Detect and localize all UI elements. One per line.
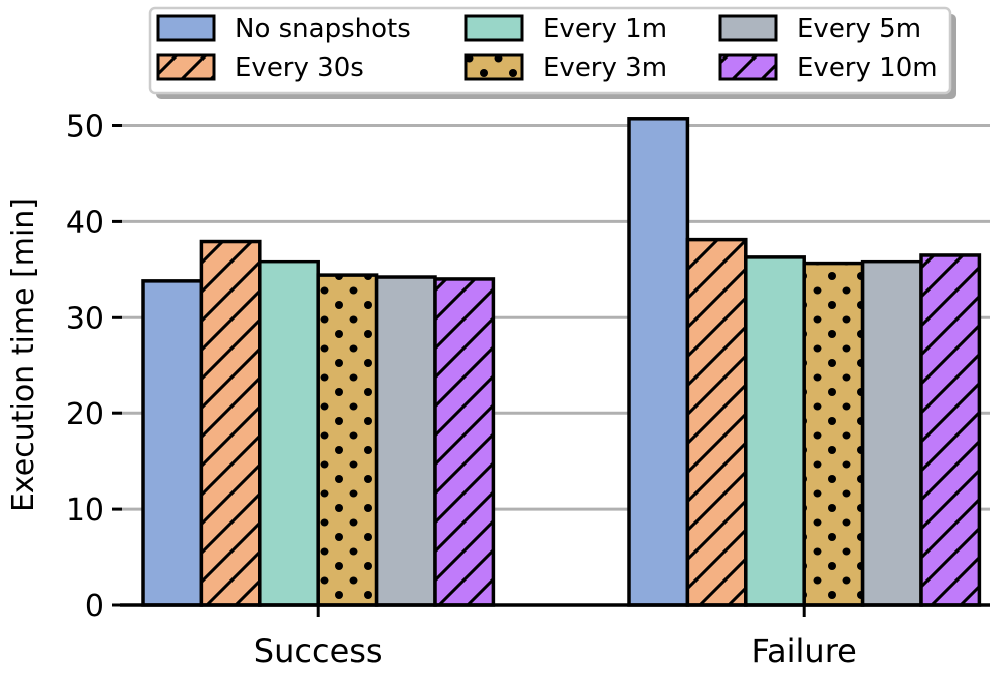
bar: [143, 280, 202, 605]
bar: [629, 118, 688, 606]
legend-label: Every 10m: [797, 53, 938, 83]
legend-label: Every 5m: [797, 14, 921, 44]
legend-swatch-hatch: [720, 55, 776, 79]
bar-hatch: [201, 241, 260, 605]
y-axis-label: Execution time [min]: [6, 198, 41, 512]
y-tick-label: 50: [66, 110, 104, 145]
y-tick-label: 20: [66, 397, 104, 432]
legend-label: Every 3m: [543, 53, 667, 83]
x-tick-label: Failure: [752, 632, 857, 670]
legend-swatch-outline: [156, 14, 216, 42]
legend: No snapshots Every 30s Every 1m Every 3m Eve…: [148, 6, 956, 99]
bar-dots: [804, 263, 863, 605]
bar-dots: [318, 275, 377, 605]
y-tick-label: 30: [66, 301, 104, 336]
legend-swatch-outline: [464, 53, 524, 81]
legend-swatch: [720, 16, 776, 40]
legend-swatch-dots: [466, 55, 522, 79]
bar: [862, 261, 921, 605]
legend-label: Every 30s: [235, 53, 364, 83]
y-tick-label: 0: [85, 589, 104, 624]
legend-label: Every 1m: [543, 14, 667, 44]
bars: [141, 117, 982, 607]
legend-swatch: [466, 16, 522, 40]
y-tick-label: 40: [66, 205, 104, 240]
y-tick-label: 10: [66, 493, 104, 528]
axes: 0 10 20 30 40 50 Success Failure: [66, 110, 990, 670]
legend-swatch-outline: [718, 14, 778, 42]
x-tick-label: Success: [254, 632, 383, 670]
legend-swatch-outline: [156, 53, 216, 81]
bar: [745, 256, 805, 605]
bar-hatch: [921, 254, 980, 605]
legend-swatch-hatch: [158, 55, 214, 79]
legend-swatch-outline: [464, 14, 524, 42]
bar: [376, 277, 435, 605]
bar-hatch: [687, 239, 746, 605]
legend-swatch-outline: [718, 53, 778, 81]
legend-swatch: [158, 16, 214, 40]
legend-label: No snapshots: [235, 14, 411, 44]
bar: [259, 261, 319, 605]
bar-hatch: [435, 278, 494, 605]
